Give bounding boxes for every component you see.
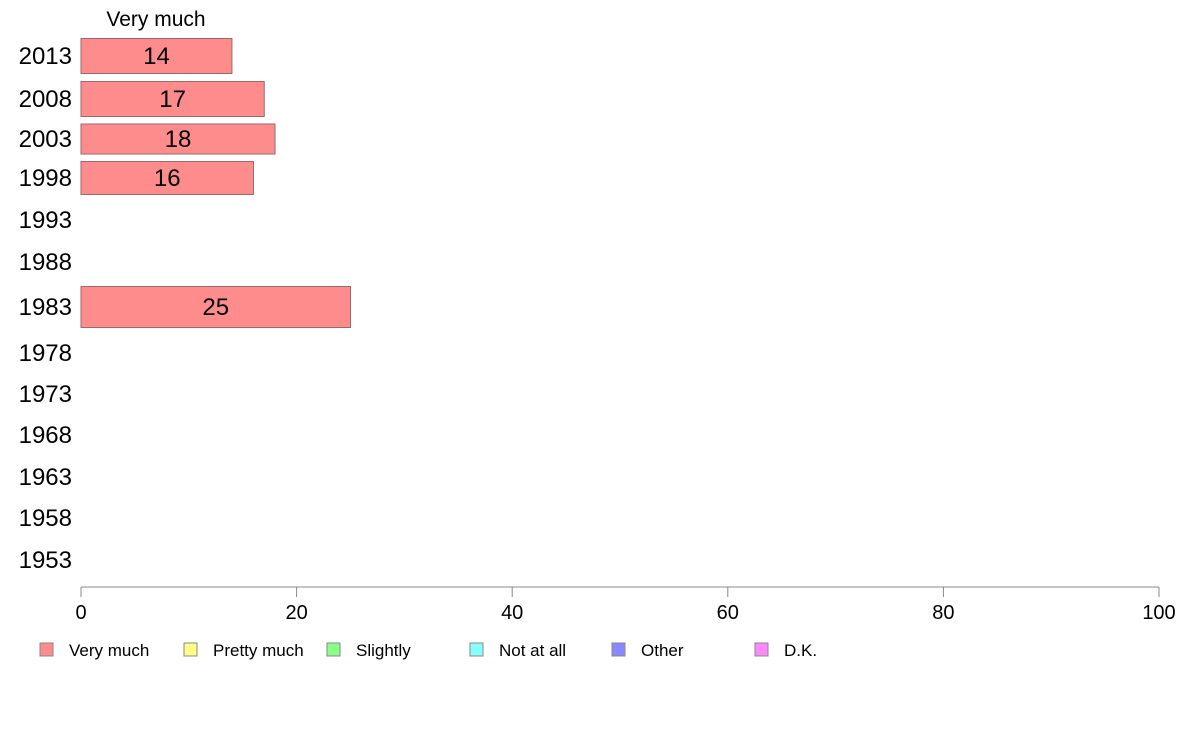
legend-label-pretty-much: Pretty much [213,641,304,660]
bar-value-label-1998: 16 [154,165,181,192]
x-tick-label-80: 80 [932,602,954,624]
year-label-1988: 1988 [19,249,72,276]
year-label-1958: 1958 [19,505,72,532]
bar-2013-very-much [80,38,233,74]
bar-1998-very-much [80,161,254,195]
bar-value-label-2008: 17 [159,86,186,113]
legend-swatch-not-at-all [469,642,484,657]
x-tick-label-0: 0 [75,602,86,624]
legend-swatch-very-much [39,642,54,657]
column-header: Very much [106,8,205,31]
bar-value-label-1983: 25 [202,294,229,321]
year-label-2008: 2008 [19,86,72,113]
bar-1983-very-much [80,286,351,328]
x-tick-label-60: 60 [717,602,739,624]
year-label-1953: 1953 [19,547,72,574]
year-label-1978: 1978 [19,340,72,367]
legend-label-slightly: Slightly [356,641,411,660]
legend-swatch-pretty-much [183,642,198,657]
legend-label-very-much: Very much [69,641,149,660]
legend-label-d-k-: D.K. [784,641,817,660]
bar-2008-very-much [80,81,265,117]
bars: 14 17 18 16 25 [80,38,351,328]
bar-value-label-2013: 14 [143,43,170,70]
year-label-1983: 1983 [19,294,72,321]
legend-label-not-at-all: Not at all [499,641,566,660]
year-label-2003: 2003 [19,126,72,153]
year-label-1963: 1963 [19,464,72,491]
year-label-1993: 1993 [19,207,72,234]
bar-value-label-2003: 18 [165,126,192,153]
year-label-1998: 1998 [19,165,72,192]
legend-swatch-d-k- [754,642,769,657]
year-label-2013: 2013 [19,43,72,70]
legend-swatch-slightly [326,642,341,657]
legend-swatch-other [611,642,626,657]
year-label-1973: 1973 [19,381,72,408]
year-label-1968: 1968 [19,422,72,449]
legend-label-other: Other [641,641,684,660]
x-tick-label-40: 40 [501,602,523,624]
x-tick-label-100: 100 [1142,602,1175,624]
x-tick-label-20: 20 [285,602,307,624]
x-ticks: 0 20 40 60 80 100 [75,587,1176,624]
legend: Very much Pretty much Slightly Not at all Ot… [39,641,817,660]
year-labels: 2013 2008 2003 1998 1993 1988 1983 1978 1973 1968… [19,43,72,574]
bar-2003-very-much [80,123,276,155]
